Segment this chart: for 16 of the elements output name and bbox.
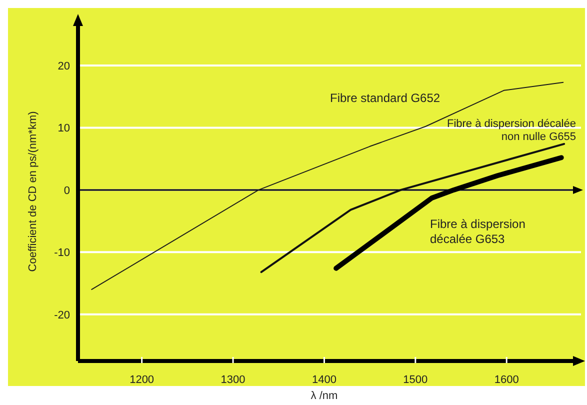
line-series <box>260 142 566 274</box>
series-label: Fibre à dispersion décalée G653 <box>430 217 526 246</box>
series-label: Fibre à dispersion décalée non nulle G655 <box>446 118 576 143</box>
x-tick-label: 1300 <box>220 374 246 386</box>
x-tick-label: 1600 <box>494 374 519 386</box>
y-tick-label: 10 <box>58 122 70 135</box>
x-tick-label: 1500 <box>403 374 428 386</box>
y-tick-label: 0 <box>64 184 70 197</box>
x-tick-label: 1400 <box>312 374 336 386</box>
y-tick-label: 20 <box>58 60 70 73</box>
y-tick-label: -20 <box>54 309 70 322</box>
y-tick-label: -10 <box>54 247 70 260</box>
x-axis-title: λ /nm <box>310 390 338 402</box>
x-tick-label: 1200 <box>130 374 154 386</box>
y-axis-title: Coefficient de CD en ps/(nm*km) <box>27 111 39 272</box>
series-label: Fibre standard G652 <box>330 91 440 105</box>
